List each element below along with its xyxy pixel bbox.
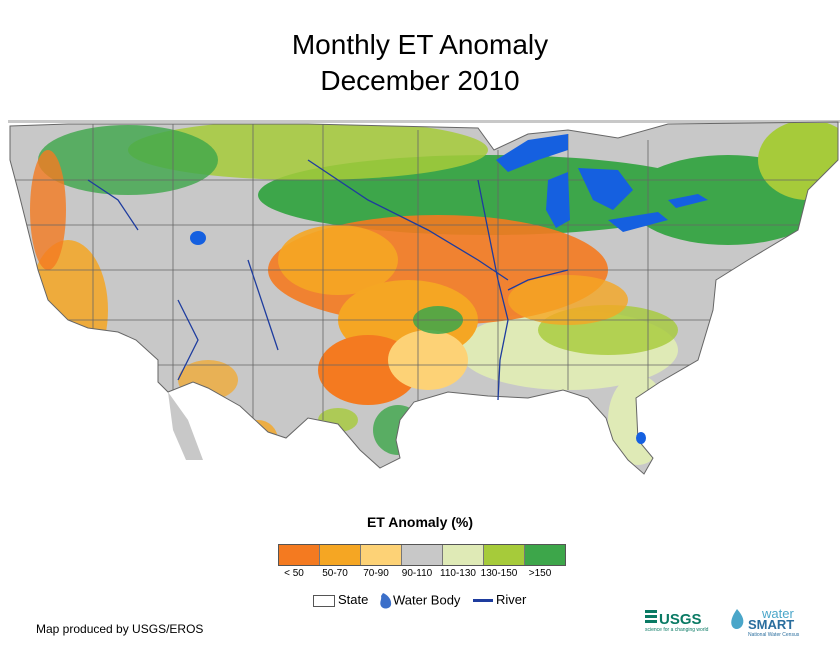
state-boundaries (10, 124, 838, 420)
state-key-label: State (338, 592, 369, 607)
legend-tick-label: 50-70 (322, 568, 348, 579)
watersmart-tagline: National Water Census (748, 632, 800, 638)
legend-tick-label: 90-110 (401, 568, 433, 579)
water-body-icon (380, 593, 392, 609)
river-line-icon (473, 599, 493, 603)
water-body-key-label: Water Body (393, 592, 461, 608)
legend-ticks: < 50 50-70 70-90 90-110 110-130 130-150 >150 (278, 568, 608, 582)
legend-title: ET Anomaly (%) (366, 514, 474, 530)
legend-swatch (320, 545, 361, 565)
legend-tick-label: < 50 (284, 568, 304, 579)
legend-tick-label: >150 (528, 568, 552, 579)
watersmart-top-text: water (761, 606, 794, 621)
legend-swatches (278, 544, 566, 566)
water-body-key: Water Body (379, 592, 460, 610)
state-key: State (313, 592, 368, 607)
watersmart-bottom-text: SMART (748, 617, 794, 632)
legend-swatch (402, 545, 443, 565)
river-key-label: River (496, 592, 527, 607)
great-lakes (496, 134, 708, 232)
legend-swatch (525, 545, 565, 565)
map-title-line2: December 2010 (320, 65, 520, 96)
river-key: River (473, 592, 526, 607)
baja-peninsula (168, 392, 203, 460)
legend-swatch (443, 545, 484, 565)
watersmart-logo: water SMART National Water Census (728, 604, 814, 643)
usgs-tagline: science for a changing world (645, 627, 709, 633)
legend-swatch (279, 545, 320, 565)
et-anomaly-map (8, 120, 840, 475)
state-outline-icon (313, 594, 335, 607)
usgs-logo-text: USGS (659, 611, 702, 628)
legend-tick-label: 130-150 (480, 568, 518, 579)
legend-tick-label: 110-130 (440, 568, 476, 579)
legend-tick-label: 70-90 (363, 568, 389, 579)
lake-okeechobee (636, 432, 646, 444)
map-title-line1: Monthly ET Anomaly (291, 29, 549, 60)
legend-swatch (484, 545, 525, 565)
legend-swatch (361, 545, 402, 565)
great-salt-lake (190, 231, 206, 245)
usgs-logo: USGS science for a changing world (645, 608, 725, 639)
map-credit: Map produced by USGS/EROS (36, 622, 204, 636)
rivers (87, 159, 569, 401)
